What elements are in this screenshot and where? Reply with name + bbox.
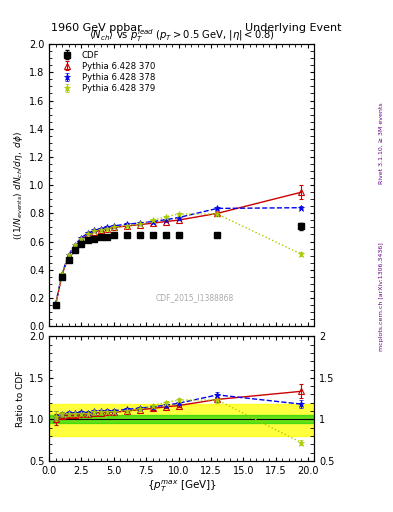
Y-axis label: $((1/N_{events})\ dN_{ch}/d\eta,\ d\phi)$: $((1/N_{events})\ dN_{ch}/d\eta,\ d\phi)…	[12, 131, 25, 240]
Text: CDF_2015_I1388868: CDF_2015_I1388868	[156, 293, 234, 303]
Legend: CDF, Pythia 6.428 370, Pythia 6.428 378, Pythia 6.428 379: CDF, Pythia 6.428 370, Pythia 6.428 378,…	[53, 49, 158, 96]
Text: mcplots.cern.ch [arXiv:1306.3436]: mcplots.cern.ch [arXiv:1306.3436]	[379, 243, 384, 351]
Bar	[49, 415, 314, 423]
X-axis label: $\{p_T^{max}\ [\mathrm{GeV}]\}$: $\{p_T^{max}\ [\mathrm{GeV}]\}$	[147, 478, 217, 494]
Text: Underlying Event: Underlying Event	[245, 23, 342, 33]
Y-axis label: Ratio to CDF: Ratio to CDF	[16, 370, 25, 427]
Bar	[49, 404, 314, 436]
Title: $\langle N_{ch}\rangle$ vs $p_T^{lead}$ ($p_T > 0.5$ GeV, $|\eta| < 0.8$): $\langle N_{ch}\rangle$ vs $p_T^{lead}$ …	[89, 27, 275, 44]
Text: 1960 GeV ppbar: 1960 GeV ppbar	[51, 23, 142, 33]
Text: Rivet 3.1.10, ≥ 3M events: Rivet 3.1.10, ≥ 3M events	[379, 102, 384, 184]
